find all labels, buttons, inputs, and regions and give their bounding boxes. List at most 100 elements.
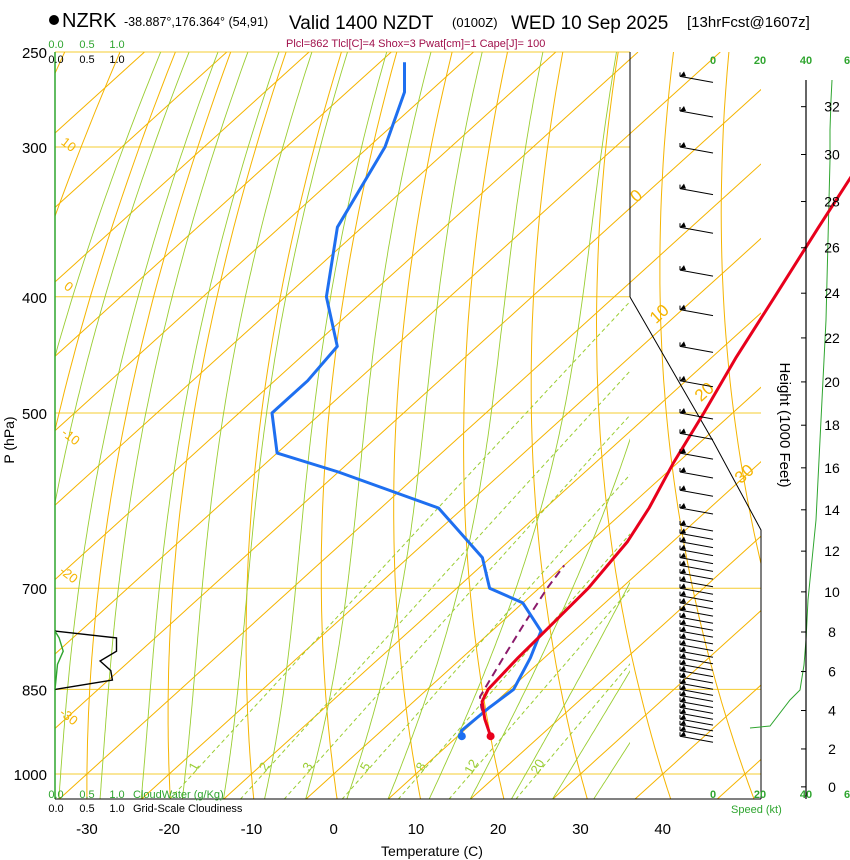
cloudwater-tick-top: 0.5 [79,39,94,51]
temperature-trace [480,175,850,737]
height-tick-label: 28 [824,194,840,210]
height-tick-label: 12 [824,543,840,559]
dry-adiabats [55,52,761,799]
wind-barb-flag [680,725,686,731]
moist-adiabat-line [181,52,313,799]
isotherm-line [55,52,721,655]
wind-barb [679,146,714,154]
moist-adiabat-line [55,52,162,358]
pressure-tick-label: 1000 [14,767,47,784]
cloud-profiles [54,630,118,691]
cloudwater-line [54,630,64,690]
wind-barb [679,110,714,118]
moist-adiabat-line [99,52,249,799]
moist-adiabat-line [223,52,348,799]
wind-barb-flag [680,619,686,625]
wind-barb-flag [680,222,686,228]
sounding-traces [270,62,850,741]
isotherm-line [140,237,761,799]
pressure-tick-label: 250 [22,45,47,62]
cloudiness-tick-bottom: 0.0 [48,803,63,815]
cloudwater-tick-bottom: 0.5 [79,789,94,801]
wind-barb [679,688,714,696]
height-tick-label: 4 [828,703,836,719]
temperature-tick-label: -10 [241,821,263,838]
wind-barb [679,712,714,720]
y-axis-label: P (hPa) [1,416,17,463]
valid-time-utc: (0100Z) [452,15,498,30]
mixing-ratio-label: 5 [357,760,374,774]
isotherm-line [55,52,639,581]
wind-barb-flag [680,597,686,603]
moist-adiabat-line [387,52,544,799]
height-axis-label: Height (1000 Feet) [776,362,793,487]
height-tick-label: 10 [824,584,840,600]
wind-barb-flag [680,590,686,596]
wind-barb [679,587,714,595]
height-tick-label: 22 [824,330,840,346]
wind-barb-flag [680,560,686,566]
speed-tick-bottom: 6 [844,789,850,801]
parcel-trace [479,564,566,737]
wind-barb-flag [680,696,686,702]
height-tick-label: 20 [824,374,840,390]
surface-dewpoint-dot [457,732,466,741]
isotherm-line [55,52,310,283]
speed-tick-top: 40 [800,55,812,67]
isotherm-line [55,52,474,432]
x-axis-label: Temperature (C) [381,843,483,859]
wind-barb-flag [680,520,686,525]
dry-adiabat-line [393,52,453,799]
wind-barb-flag [680,142,686,147]
moist-adiabat-line [428,52,617,799]
height-tick-label: 16 [824,460,840,476]
isotherm-line [552,609,761,799]
wind-barb [679,706,714,714]
wind-barb-flag [680,71,686,77]
wind-barb-flag [680,485,686,491]
mixing-ratio-line [341,473,630,799]
dry-adiabat-line [463,52,508,799]
wind-barb-flag [680,719,686,725]
moist-adiabat-line [140,52,280,799]
moist-adiabat-line [58,52,219,799]
wind-barb-flag [680,639,686,645]
height-tick-label: 18 [824,417,840,433]
wind-barb-flag [680,659,686,665]
wind-barb [679,595,714,603]
dry-adiabat-label: -20 [57,563,81,586]
wind-barb-flag [680,552,686,558]
wind-barb-flag [680,544,686,550]
wind-barb-flag [680,428,686,434]
dry-adiabat-line [86,52,232,799]
height-tick-label: 0 [828,779,836,795]
wind-barb [679,718,714,726]
axes: Temperature (C) P (hPa) Height (1000 Fee… [1,39,793,859]
wind-barb [679,412,714,420]
wind-barb-flag [680,568,686,574]
wind-barb-flag [680,665,686,671]
speed-tick-bottom: 20 [754,789,766,801]
wind-barb [679,663,714,671]
cloudiness-tick-bottom: 0.5 [79,803,94,815]
pressure-tick-label: 700 [22,581,47,598]
wind-barb [679,682,714,690]
wind-barb [679,572,714,580]
wind-barb [679,532,714,540]
wind-barb-flag [680,575,686,581]
moist-adiabat-line [305,52,432,799]
pressure-tick-label: 500 [22,406,47,423]
cloudiness-tick-top: 1.0 [109,54,124,66]
moist-adiabats [55,52,630,799]
speed-tick-top: 20 [754,55,766,67]
moist-adiabat-line [469,438,630,799]
mixing-ratio-line [448,588,630,799]
station-dot [49,15,59,25]
speed-tick-bottom: 0 [710,789,716,801]
height-tick-label: 32 [824,99,840,115]
wind-barb-flag [680,672,686,677]
isotherms [55,52,761,799]
wind-barb [679,452,714,460]
wind-barb-flag [680,690,686,696]
